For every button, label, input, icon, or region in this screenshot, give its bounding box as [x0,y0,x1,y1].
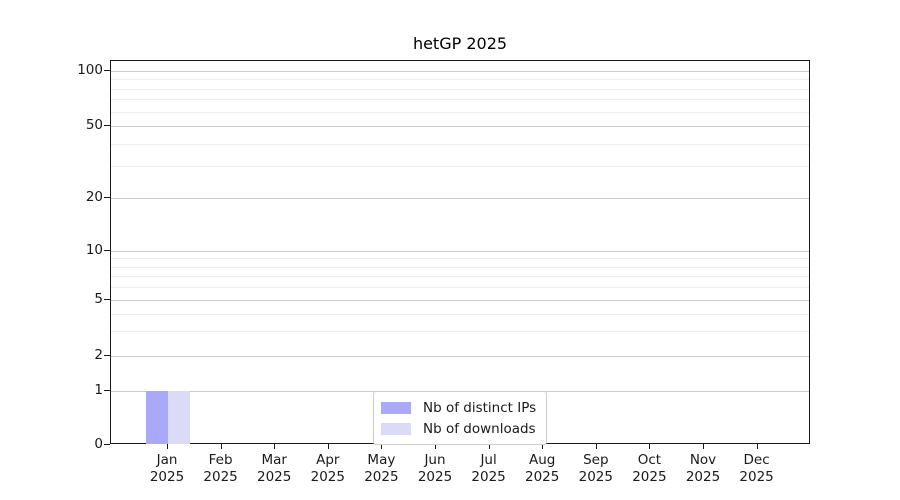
x-tick-month: Dec [743,452,770,468]
x-tick-mark [595,444,597,449]
x-tick-label: Mar 2025 [239,452,309,485]
x-tick-month: Sep [583,452,609,468]
y-minor-gridline [111,143,809,145]
x-tick-mark [327,444,329,449]
y-major-gridline [111,198,809,199]
y-tick-label: 2 [94,347,103,363]
x-tick-year: 2025 [739,468,774,485]
x-tick-label: Oct 2025 [614,452,684,485]
y-minor-gridline [111,276,809,278]
x-tick-month: Jan [156,452,178,468]
x-tick-month: May [367,452,396,468]
x-tick-label: May 2025 [346,452,416,485]
y-tick-label: 0 [94,436,103,452]
x-tick-mark [542,444,544,449]
y-major-gridline [111,300,809,301]
x-tick-month: Jul [480,452,497,468]
x-tick-mark [381,444,383,449]
x-tick-label: Nov 2025 [668,452,738,485]
y-minor-gridline [111,313,809,315]
x-tick-year: 2025 [149,468,185,485]
y-tick-mark [104,70,110,71]
y-tick-mark [104,125,110,126]
x-tick-year: 2025 [471,468,506,485]
bar-distinct-ips [146,391,168,444]
x-tick-year: 2025 [417,468,453,485]
x-tick-month: Apr [316,452,340,468]
x-tick-label: Sep 2025 [561,452,631,485]
y-tick-label: 5 [94,291,103,307]
y-minor-gridline [111,258,809,260]
y-minor-gridline [111,266,809,268]
x-tick-year: 2025 [685,468,721,485]
x-tick-mark [220,444,222,449]
legend-item: Nb of downloads [381,418,536,439]
chart-title: hetGP 2025 [412,34,508,53]
x-tick-label: Aug 2025 [507,452,577,485]
y-major-gridline [111,71,809,72]
x-tick-mark [167,444,168,449]
x-tick-label: Jun 2025 [400,452,470,485]
plot-area [110,60,810,444]
y-major-gridline [111,126,809,127]
y-minor-gridline [111,166,809,168]
bar-downloads [168,391,190,444]
x-tick-label: Jan 2025 [132,452,202,485]
x-tick-mark [488,444,490,449]
x-tick-label: Feb 2025 [186,452,256,485]
y-minor-gridline [111,111,809,113]
y-tick-mark [104,444,110,445]
y-minor-gridline [111,79,809,81]
x-tick-year: 2025 [525,468,560,485]
y-tick-label: 10 [85,242,103,258]
y-tick-label: 20 [85,189,103,205]
y-tick-mark [104,390,110,391]
y-tick-label: 50 [85,117,103,133]
y-tick-mark [104,197,110,198]
y-minor-gridline [111,331,809,333]
x-tick-label: Jul 2025 [454,452,524,485]
x-tick-year: 2025 [310,468,345,485]
x-tick-year: 2025 [364,468,399,485]
x-tick-month: Oct [637,452,662,468]
y-tick-mark [104,250,110,251]
legend-item: Nb of distinct IPs [381,397,536,418]
y-tick-label: 100 [77,62,103,78]
x-tick-mark [649,444,651,449]
y-tick-label: 1 [94,382,103,398]
y-minor-gridline [111,287,809,289]
y-tick-mark [104,299,110,300]
y-major-gridline [111,356,809,357]
legend-label: Nb of distinct IPs [423,399,537,416]
legend-swatch [381,422,411,435]
y-tick-mark [104,355,110,356]
legend: Nb of distinct IPs Nb of downloads [373,391,548,445]
y-minor-gridline [111,99,809,101]
x-tick-month: Aug [529,452,556,468]
x-tick-year: 2025 [632,468,667,485]
x-tick-label: Apr 2025 [293,452,363,485]
legend-swatch [381,401,411,414]
x-tick-month: Nov [689,452,717,468]
x-tick-month: Feb [208,452,233,468]
x-tick-year: 2025 [578,468,613,485]
x-tick-year: 2025 [257,468,292,485]
x-tick-month: Mar [261,452,287,468]
y-major-gridline [111,251,809,252]
x-tick-label: Dec 2025 [722,452,792,485]
x-tick-month: Jun [424,452,446,468]
legend-label: Nb of downloads [423,420,536,437]
y-minor-gridline [111,88,809,90]
x-tick-year: 2025 [203,468,238,485]
x-tick-mark [435,444,436,449]
x-tick-mark [703,444,704,449]
x-tick-mark [274,444,276,449]
x-tick-mark [756,444,758,449]
